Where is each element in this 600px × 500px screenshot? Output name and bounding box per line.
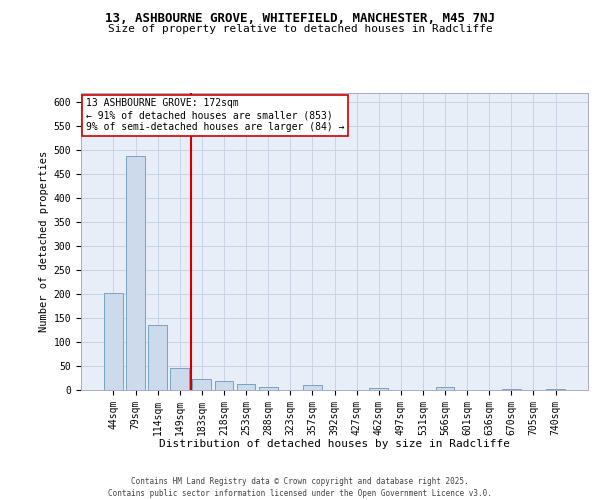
Bar: [170, 368, 189, 390]
Bar: [303, 385, 322, 390]
Bar: [193, 380, 211, 390]
Bar: [215, 381, 233, 390]
Bar: [502, 388, 521, 390]
Bar: [259, 386, 278, 390]
Text: 13 ASHBOURNE GROVE: 172sqm
← 91% of detached houses are smaller (853)
9% of semi: 13 ASHBOURNE GROVE: 172sqm ← 91% of deta…: [86, 98, 344, 132]
Bar: [104, 292, 123, 390]
Y-axis label: Number of detached properties: Number of detached properties: [40, 150, 49, 332]
Bar: [236, 384, 256, 390]
Bar: [546, 388, 565, 390]
Text: Size of property relative to detached houses in Radcliffe: Size of property relative to detached ho…: [107, 24, 493, 34]
Bar: [148, 325, 167, 390]
Text: Contains HM Land Registry data © Crown copyright and database right 2025.
Contai: Contains HM Land Registry data © Crown c…: [108, 476, 492, 498]
Text: 13, ASHBOURNE GROVE, WHITEFIELD, MANCHESTER, M45 7NJ: 13, ASHBOURNE GROVE, WHITEFIELD, MANCHES…: [105, 12, 495, 26]
Bar: [126, 156, 145, 390]
Bar: [436, 386, 454, 390]
X-axis label: Distribution of detached houses by size in Radcliffe: Distribution of detached houses by size …: [159, 439, 510, 449]
Bar: [370, 388, 388, 390]
